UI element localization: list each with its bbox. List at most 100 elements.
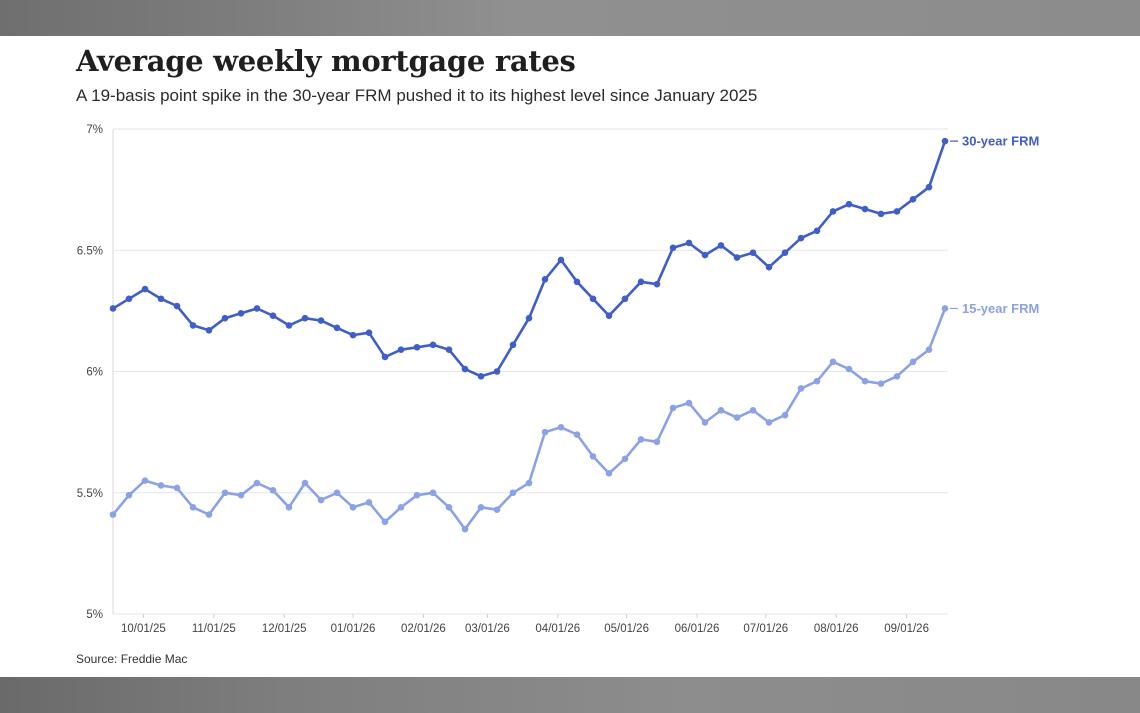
data-point-15-year-frm <box>173 484 181 492</box>
data-point-30-year-frm <box>429 341 437 349</box>
data-point-30-year-frm <box>237 310 245 317</box>
data-point-30-year-frm <box>541 276 549 283</box>
data-point-15-year-frm <box>573 431 581 438</box>
data-point-30-year-frm <box>573 278 581 286</box>
data-point-30-year-frm <box>189 322 197 329</box>
data-point-15-year-frm <box>205 511 213 518</box>
data-point-15-year-frm <box>445 504 453 511</box>
label-layer: 30-year FRM 15-year FRM <box>950 134 1039 316</box>
x-tick-label: 10/01/25 <box>121 623 166 635</box>
x-tick-label: 12/01/25 <box>262 623 307 635</box>
data-point-15-year-frm <box>317 496 325 504</box>
data-point-15-year-frm <box>701 419 709 426</box>
x-tick-label: 09/01/26 <box>884 623 929 635</box>
data-point-30-year-frm <box>589 295 597 303</box>
data-point-15-year-frm <box>637 436 645 443</box>
y-tick-label: 5.5% <box>77 488 103 500</box>
data-point-15-year-frm <box>525 479 533 487</box>
data-point-30-year-frm <box>941 137 949 145</box>
series-label-15-year-frm: 15-year FRM <box>962 301 1039 316</box>
series-label-30-year-frm: 30-year FRM <box>962 134 1039 149</box>
data-point-15-year-frm <box>781 411 789 419</box>
data-point-15-year-frm <box>813 377 821 385</box>
data-point-15-year-frm <box>941 305 949 312</box>
x-tick-label: 06/01/26 <box>675 623 720 635</box>
x-tick-label: 11/01/25 <box>192 623 236 635</box>
data-point-15-year-frm <box>797 385 805 392</box>
x-tick-label: 01/01/26 <box>331 623 376 635</box>
x-tick-label: 08/01/26 <box>814 623 859 635</box>
data-point-30-year-frm <box>733 254 741 261</box>
data-point-15-year-frm <box>429 489 437 497</box>
data-point-15-year-frm <box>893 373 901 380</box>
chart-card: Average weekly mortgage rates A 19-basis… <box>0 36 1140 677</box>
data-point-30-year-frm <box>925 183 933 191</box>
data-point-15-year-frm <box>285 504 293 511</box>
data-point-15-year-frm <box>157 482 165 489</box>
data-point-30-year-frm <box>525 314 533 322</box>
data-point-15-year-frm <box>541 428 549 436</box>
data-point-15-year-frm <box>557 423 565 431</box>
data-point-30-year-frm <box>301 314 309 322</box>
data-point-15-year-frm <box>493 506 501 514</box>
data-point-30-year-frm <box>749 249 757 256</box>
data-point-30-year-frm <box>893 208 901 215</box>
data-point-15-year-frm <box>877 380 885 387</box>
data-point-15-year-frm <box>397 504 405 511</box>
data-point-15-year-frm <box>333 489 341 497</box>
data-point-30-year-frm <box>445 346 453 353</box>
data-point-15-year-frm <box>733 414 741 421</box>
chart-title: Average weekly mortgage rates <box>76 44 576 78</box>
data-point-30-year-frm <box>221 314 229 322</box>
data-point-30-year-frm <box>333 324 341 332</box>
data-point-15-year-frm <box>909 358 917 366</box>
data-point-30-year-frm <box>205 326 213 334</box>
top-background-band <box>0 0 1140 36</box>
data-point-30-year-frm <box>781 249 789 256</box>
data-point-15-year-frm <box>589 453 597 460</box>
x-tick-label: 02/01/26 <box>401 623 446 635</box>
data-point-15-year-frm <box>621 455 629 463</box>
y-tick-label: 6% <box>86 367 103 379</box>
data-point-15-year-frm <box>749 407 757 414</box>
data-point-30-year-frm <box>605 312 613 320</box>
data-point-15-year-frm <box>653 438 661 446</box>
data-point-15-year-frm <box>605 470 613 477</box>
series-line-30-year-frm <box>111 139 947 378</box>
data-point-15-year-frm <box>189 504 197 511</box>
data-point-15-year-frm <box>109 511 117 518</box>
y-tick-label: 6.5% <box>77 245 103 257</box>
data-point-30-year-frm <box>461 365 469 373</box>
axis-layer: 5% 5.5% 6% 6.5% 7% 10/01/25 11/01/25 12/01/25 01… <box>77 124 929 635</box>
y-tick-label: 5% <box>86 609 103 621</box>
data-point-30-year-frm <box>877 210 885 218</box>
data-point-30-year-frm <box>413 343 421 351</box>
data-point-30-year-frm <box>701 251 709 259</box>
data-point-30-year-frm <box>813 227 821 235</box>
data-point-30-year-frm <box>317 317 325 324</box>
grid-layer <box>113 128 948 615</box>
data-point-30-year-frm <box>269 312 277 320</box>
data-point-15-year-frm <box>221 489 229 497</box>
data-point-15-year-frm <box>269 487 277 494</box>
data-point-30-year-frm <box>717 242 725 249</box>
data-point-15-year-frm <box>141 477 149 484</box>
data-point-30-year-frm <box>397 346 405 353</box>
data-point-30-year-frm <box>861 205 869 213</box>
data-point-30-year-frm <box>109 305 117 312</box>
data-point-15-year-frm <box>509 489 517 497</box>
data-point-15-year-frm <box>461 525 469 533</box>
source-note: Source: Freddie Mac <box>76 652 188 666</box>
data-point-30-year-frm <box>669 244 677 252</box>
x-tick-label: 04/01/26 <box>535 623 580 635</box>
data-point-30-year-frm <box>653 280 661 288</box>
x-tick-label: 07/01/26 <box>743 623 788 635</box>
data-point-15-year-frm <box>413 491 421 499</box>
x-tick-label: 05/01/26 <box>604 623 649 635</box>
data-point-15-year-frm <box>669 404 677 412</box>
data-point-30-year-frm <box>381 353 389 361</box>
data-point-30-year-frm <box>845 200 853 208</box>
data-point-30-year-frm <box>285 322 293 329</box>
line-chart: 5% 5.5% 6% 6.5% 7% 10/01/25 11/01/25 12/01/25 01… <box>77 124 1040 635</box>
data-point-30-year-frm <box>685 239 693 247</box>
